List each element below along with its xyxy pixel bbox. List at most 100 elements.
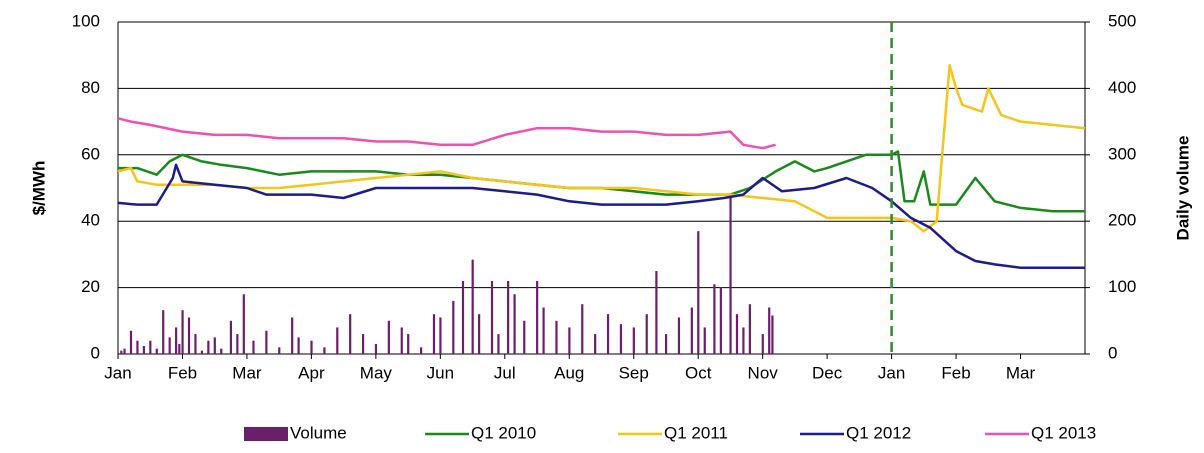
x-tick-label: Sep <box>619 363 649 382</box>
x-tick-label: Dec <box>812 363 843 382</box>
legend-swatch <box>244 427 288 441</box>
volume-bar <box>361 334 365 354</box>
x-tick-label: Jan <box>104 363 131 382</box>
volume-bar <box>265 330 268 354</box>
volume-bar <box>213 337 216 354</box>
volume-bar <box>703 327 706 354</box>
volume-bar <box>690 307 693 354</box>
price-line <box>117 163 1085 269</box>
volume-bar <box>178 344 181 354</box>
y2-axis-title: Daily volume <box>1173 136 1192 241</box>
legend-label: Volume <box>290 423 347 442</box>
y2-tick-label: 0 <box>1108 343 1117 362</box>
volume-bar <box>655 271 658 354</box>
volume-bar <box>729 197 732 354</box>
volume-bar <box>155 348 158 354</box>
volume-bar <box>129 330 133 354</box>
volume-bar <box>349 314 352 354</box>
y2-tick-label: 300 <box>1108 144 1136 163</box>
x-tick-label: Jun <box>427 363 454 382</box>
x-tick-label: Mar <box>232 363 262 382</box>
volume-bar <box>645 314 648 354</box>
volume-bar <box>713 284 716 354</box>
y2-tick-label: 500 <box>1108 11 1136 30</box>
volume-bar <box>735 314 739 354</box>
volume-bar <box>536 280 539 354</box>
x-tick-label: Nov <box>748 363 779 382</box>
volume-bar <box>419 347 423 354</box>
volume-bar <box>236 334 239 354</box>
volume-bar <box>207 340 210 354</box>
volume-bar <box>336 327 339 354</box>
volume-bar <box>291 317 294 354</box>
volume-bar <box>768 307 771 354</box>
volume-bar <box>748 304 751 354</box>
x-tick-label: Apr <box>298 363 325 382</box>
volume-bar <box>452 300 455 354</box>
volume-bar <box>497 334 500 354</box>
volume-bar <box>194 334 197 354</box>
volume-bar <box>175 327 178 354</box>
legend-label: Q1 2010 <box>471 423 536 442</box>
volume-bar <box>323 347 326 354</box>
legend-label: Q1 2011 <box>664 423 728 442</box>
y-axis-title: $/MWh <box>29 161 48 216</box>
x-tick-label: Jul <box>494 363 516 382</box>
volume-bar <box>619 324 623 354</box>
volume-bar <box>407 334 410 354</box>
y2-tick-label: 100 <box>1108 277 1136 296</box>
volume-bar <box>490 280 494 354</box>
volume-bar <box>229 320 233 354</box>
volume-bar <box>187 317 191 354</box>
x-tick-label: Oct <box>685 363 712 382</box>
y-tick-label: 20 <box>81 277 100 296</box>
legend-label: Q1 2013 <box>1031 423 1096 442</box>
volume-bar <box>568 327 571 354</box>
volume-bar <box>439 317 442 354</box>
volume-bar <box>761 334 764 354</box>
y-tick-label: 60 <box>81 144 100 163</box>
volume-bar <box>123 348 126 354</box>
volume-bar <box>181 310 184 354</box>
volume-bar <box>771 315 774 354</box>
y2-tick-label: 200 <box>1108 211 1136 230</box>
volume-bar <box>677 317 681 354</box>
volume-bar <box>168 337 171 354</box>
volume-bar <box>542 307 545 354</box>
volume-bar <box>432 314 436 354</box>
volume-bar <box>149 340 152 354</box>
volume-bar <box>136 340 139 354</box>
x-tick-label: Jan <box>878 363 905 382</box>
volume-bar <box>697 231 700 354</box>
volume-bar <box>471 259 474 354</box>
price-line <box>117 63 1086 233</box>
x-tick-label: Aug <box>554 363 584 382</box>
y2-tick-label: 400 <box>1108 78 1136 97</box>
volume-bar <box>162 310 165 354</box>
volume-bar <box>555 320 558 354</box>
volume-bar <box>200 350 204 354</box>
volume-bar <box>664 334 668 354</box>
volume-bar <box>387 320 390 354</box>
volume-bar <box>278 347 281 354</box>
x-tick-label: Feb <box>168 363 197 382</box>
volume-bar <box>142 346 145 354</box>
volume-bar <box>310 340 313 354</box>
volume-bar <box>374 344 378 354</box>
x-tick-label: May <box>360 363 393 382</box>
price-line <box>117 117 776 150</box>
y-tick-label: 100 <box>72 11 100 30</box>
volume-bar <box>632 327 635 354</box>
volume-bar <box>478 314 481 354</box>
volume-bar <box>513 294 516 354</box>
volume-bar <box>742 327 745 354</box>
y-tick-label: 0 <box>91 343 100 362</box>
volume-bar <box>400 327 403 354</box>
x-tick-label: Feb <box>941 363 970 382</box>
volume-bar <box>220 348 223 354</box>
volume-bar <box>594 334 597 354</box>
volume-bar <box>120 350 123 354</box>
volume-bar <box>581 304 584 354</box>
y-tick-label: 40 <box>81 211 100 230</box>
